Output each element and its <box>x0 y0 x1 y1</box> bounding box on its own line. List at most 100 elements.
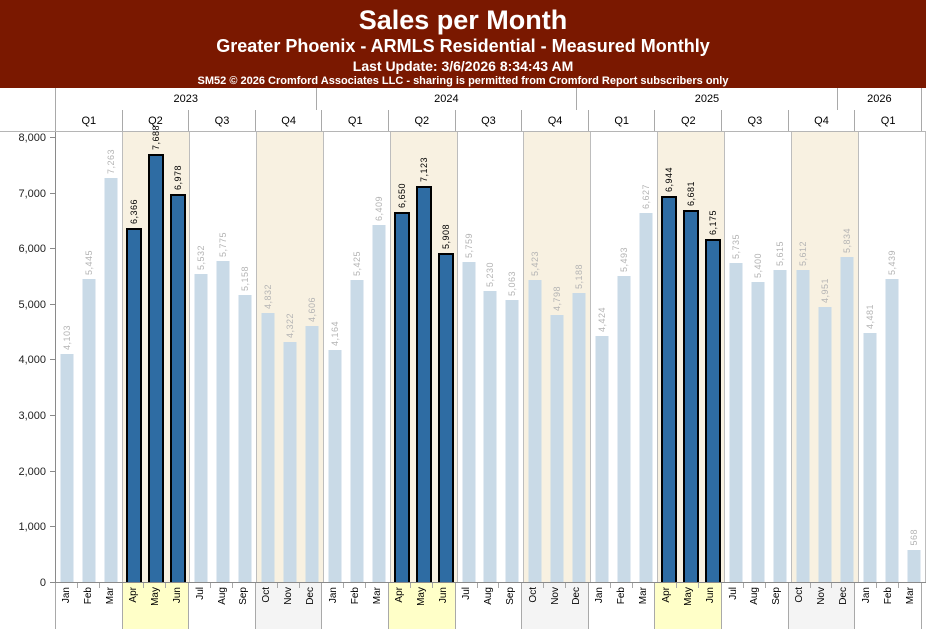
plot-band-2026-Q1: 4,481 5,439 568 <box>859 132 926 582</box>
bar-2024-Mar <box>372 225 386 582</box>
bar-value-label-2026-Mar: 568 <box>903 529 925 546</box>
month-band-2024-Q1: Jan Feb Mar <box>321 583 389 629</box>
bar-2024-Jan <box>328 350 342 582</box>
bar-2024-Dec <box>572 293 586 582</box>
month-slot-2024-Jun: Jun <box>433 583 455 629</box>
bar-value-label-2025-Aug: 5,400 <box>747 253 769 278</box>
month-label-2024-Oct: Oct <box>527 587 539 603</box>
bar-value-text: 6,366 <box>128 198 139 224</box>
plot-band-2024-Q2: 6,650 7,123 5,908 <box>390 132 458 582</box>
bar-value-text: 5,188 <box>574 263 585 289</box>
month-slot-2023-Mar: Mar <box>100 583 122 629</box>
plot-band-2024-Q4: 5,423 4,798 5,188 <box>524 132 592 582</box>
month-slot-2025-Dec: Dec <box>832 583 854 629</box>
bar-slot-2025-Mar: 6,627 <box>635 132 657 582</box>
month-band-2023-Q4: Oct Nov Dec <box>254 583 322 629</box>
bar-value-label-2025-Jul: 5,735 <box>725 234 747 259</box>
month-label-2024-Jun: Jun <box>438 587 450 604</box>
quarter-label-2023-Q3: Q3 <box>188 110 255 131</box>
bar-slot-2023-Jul: 5,532 <box>190 132 212 582</box>
bar-slot-2023-Apr: 6,366 <box>123 132 145 582</box>
bar-slot-2024-Jan: 4,164 <box>324 132 346 582</box>
month-label-2023-Dec: Dec <box>305 587 317 605</box>
month-slot-2024-Mar: Mar <box>366 583 388 629</box>
month-label-2026-Feb: Feb <box>882 587 894 605</box>
month-slot-2023-Jul: Jul <box>189 583 211 629</box>
month-label-2024-Aug: Aug <box>482 587 494 605</box>
month-label-2023-Aug: Aug <box>216 587 228 605</box>
month-slot-2025-Jan: Jan <box>589 583 611 629</box>
bar-value-text: 4,424 <box>597 306 608 332</box>
bar-slot-2024-May: 7,123 <box>413 132 435 582</box>
plot-band-2023-Q4: 4,832 4,322 4,606 <box>256 132 324 582</box>
bar-value-label-2024-May: 7,123 <box>413 157 435 182</box>
month-label-2024-Jul: Jul <box>461 587 473 600</box>
plot-band-2025-Q4: 5,612 4,951 5,834 <box>792 132 860 582</box>
bar-value-label-2024-Sep: 5,063 <box>501 271 523 296</box>
bar-2023-Apr <box>125 228 142 582</box>
month-label-2025-Sep: Sep <box>771 587 783 605</box>
month-label-2024-May: May <box>416 587 428 606</box>
month-slot-2025-Oct: Oct <box>789 583 811 629</box>
bar-2024-May <box>415 186 432 582</box>
bar-slot-2026-Jan: 4,481 <box>859 132 881 582</box>
bar-value-text: 6,175 <box>708 209 719 235</box>
bar-slot-2024-Mar: 6,409 <box>368 132 390 582</box>
month-slot-2025-May: May <box>677 583 700 629</box>
bar-slot-2025-Oct: 5,612 <box>792 132 814 582</box>
y-tick-label-8000: 8,000 <box>18 132 46 144</box>
quarter-label-2024-Q2: Q2 <box>388 110 455 131</box>
bar-2025-Sep <box>773 270 787 582</box>
last-update-text: Last Update: 3/6/2026 8:34:43 AM <box>352 58 574 74</box>
bar-value-text: 4,798 <box>552 285 563 311</box>
month-label-2025-Oct: Oct <box>794 587 806 603</box>
bar-value-text: 6,944 <box>664 166 675 192</box>
bar-value-label-2024-Nov: 4,798 <box>546 286 568 311</box>
month-label-2025-Dec: Dec <box>837 587 849 605</box>
month-slot-2025-Sep: Sep <box>766 583 788 629</box>
bar-2024-Jul <box>462 262 476 582</box>
bar-2023-Jun <box>169 194 186 582</box>
bar-value-text: 4,606 <box>306 296 317 322</box>
month-band-2024-Q4: Oct Nov Dec <box>521 583 588 629</box>
bar-slot-2023-Aug: 5,775 <box>212 132 234 582</box>
month-label-2026-Jan: Jan <box>860 587 872 604</box>
bar-slot-2025-Sep: 5,615 <box>769 132 791 582</box>
bar-2024-Oct <box>528 280 542 582</box>
month-label-2023-Jan: Jan <box>61 587 73 604</box>
bar-value-label-2023-Jun: 6,978 <box>167 165 189 190</box>
month-label-2024-Mar: Mar <box>371 587 383 605</box>
bar-value-label-2025-May: 6,681 <box>680 181 702 206</box>
bar-2023-Aug <box>216 261 230 582</box>
month-label-2024-Nov: Nov <box>549 587 561 605</box>
y-tick-label-4000: 4,000 <box>18 354 46 366</box>
month-slot-2024-Nov: Nov <box>544 583 566 629</box>
bar-value-label-2025-Apr: 6,944 <box>658 167 680 192</box>
month-label-2023-Apr: Apr <box>128 587 140 603</box>
bar-value-text: 4,164 <box>329 320 340 346</box>
bar-value-label-2024-Apr: 6,650 <box>391 183 413 208</box>
bar-value-text: 6,681 <box>686 180 697 206</box>
sales-per-month-chart: 2023 2024 2025 2026 Q1 Q2 Q3 Q4 Q1 Q2 Q3 Q4 Q1 Q2 Q3 Q… <box>0 88 926 629</box>
quarter-label-2025-Q4: Q4 <box>787 110 855 131</box>
bar-value-text: 5,775 <box>217 231 228 257</box>
year-label-2026: 2026 <box>836 88 921 110</box>
month-label-2025-Jun: Jun <box>704 587 716 604</box>
month-band-2023-Q1: Jan Feb Mar <box>55 583 122 629</box>
bar-value-text: 6,650 <box>396 182 407 208</box>
bar-value-text: 5,532 <box>195 244 206 270</box>
bar-2024-Feb <box>350 280 364 582</box>
bar-value-text: 5,423 <box>530 250 541 276</box>
bar-value-text: 4,832 <box>262 283 273 309</box>
bar-value-label-2024-Mar: 6,409 <box>368 196 390 221</box>
month-slot-2024-Apr: Apr <box>389 583 411 629</box>
plot-band-2023-Q2: 6,366 7,688 6,978 <box>122 125 190 582</box>
bar-2024-Sep <box>505 300 519 582</box>
quarter-header-row: Q1 Q2 Q3 Q4 Q1 Q2 Q3 Q4 Q1 Q2 Q3 Q4 Q1 <box>55 110 922 131</box>
bar-slot-2025-Jan: 4,424 <box>591 132 613 582</box>
bar-2025-Apr <box>661 196 678 582</box>
month-band-2026-Q1: Jan Feb Mar <box>854 583 921 629</box>
month-band-2023-Q2: Apr May Jun <box>121 583 189 629</box>
month-label-2023-Feb: Feb <box>83 587 95 605</box>
bar-slot-2025-Feb: 5,493 <box>613 132 635 582</box>
